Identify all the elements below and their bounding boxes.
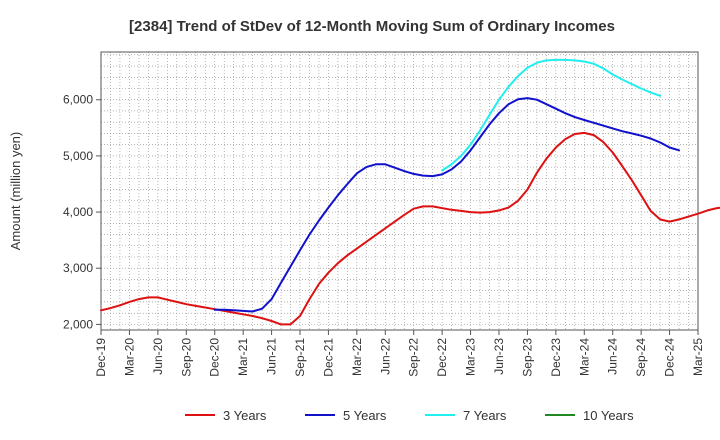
- y-axis-ticks: 2,000 3,000 4,000 5,000 6,000: [63, 93, 101, 331]
- x-tick-label: Jun-20: [151, 338, 165, 375]
- x-tick-label: Dec-23: [549, 338, 563, 377]
- x-tick-label: Dec-24: [663, 338, 677, 377]
- x-tick-label: Mar-22: [350, 338, 364, 376]
- x-tick-label: Jun-22: [378, 338, 392, 375]
- y-tick-label: 2,000: [63, 317, 93, 331]
- x-tick-label: Dec-21: [321, 338, 335, 377]
- chart-title: [2384] Trend of StDev of 12-Month Moving…: [129, 18, 615, 35]
- series-layer: [100, 58, 720, 326]
- x-tick-label: Sep-22: [407, 338, 421, 377]
- y-tick-label: 6,000: [63, 93, 93, 107]
- y-tick-label: 4,000: [63, 205, 93, 219]
- series-line-7-years: [441, 58, 662, 172]
- x-tick-label: Sep-21: [293, 338, 307, 377]
- x-tick-label: Sep-20: [179, 338, 193, 377]
- x-tick-label: Mar-25: [691, 338, 705, 376]
- legend: 3 Years 5 Years 7 Years 10 Years: [185, 408, 634, 423]
- x-tick-label: Sep-24: [634, 338, 648, 377]
- legend-label-10-years: 10 Years: [583, 408, 634, 423]
- x-tick-label: Dec-19: [94, 338, 108, 377]
- series-line-3-years: [100, 131, 720, 326]
- series-line-5-years: [213, 97, 680, 313]
- legend-label-5-years: 5 Years: [343, 408, 387, 423]
- x-tick-label: Sep-23: [520, 338, 534, 377]
- x-tick-label: Mar-21: [236, 338, 250, 376]
- y-axis-label: Amount (million yen): [8, 132, 23, 251]
- y-tick-label: 5,000: [63, 149, 93, 163]
- x-axis-ticks: Dec-19 Mar-20 Jun-20 Sep-20 Dec-20 Mar-21 Jun-…: [94, 330, 705, 377]
- legend-label-3-years: 3 Years: [223, 408, 267, 423]
- x-tick-label: Mar-23: [464, 338, 478, 376]
- y-gridlines: [101, 54, 698, 325]
- x-tick-label: Mar-20: [122, 338, 136, 376]
- x-tick-label: Mar-24: [577, 338, 591, 376]
- x-tick-label: Jun-23: [492, 338, 506, 375]
- plot-frame: [100, 51, 699, 331]
- plot-area: [101, 52, 698, 330]
- x-tick-label: Jun-21: [265, 338, 279, 375]
- y-tick-label: 3,000: [63, 261, 93, 275]
- x-tick-label: Dec-20: [208, 338, 222, 377]
- x-tick-label: Jun-24: [606, 338, 620, 375]
- legend-label-7-years: 7 Years: [463, 408, 507, 423]
- x-tick-label: Dec-22: [435, 338, 449, 377]
